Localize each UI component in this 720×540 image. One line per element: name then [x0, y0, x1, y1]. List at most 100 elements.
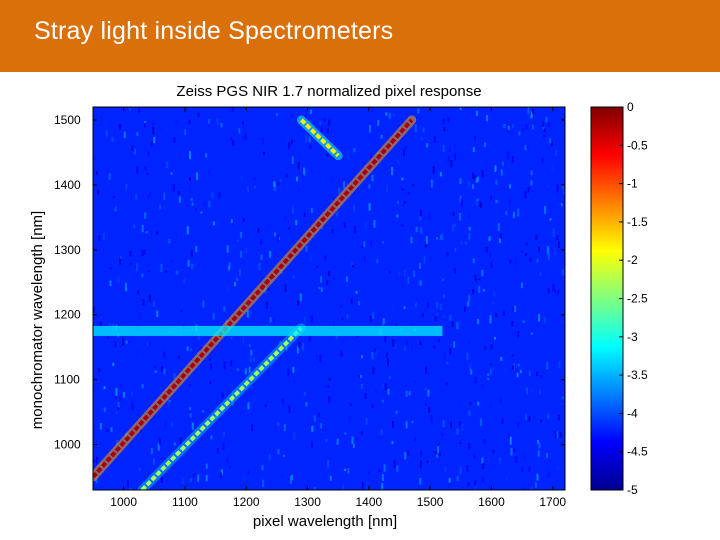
heatmap-cell: [175, 233, 178, 238]
heatmap-cell: [385, 153, 388, 160]
heatmap-cell: [147, 270, 150, 273]
heatmap-cell: [228, 265, 230, 271]
heatmap-cell: [509, 259, 512, 264]
heatmap-cell: [447, 156, 450, 163]
heatmap-cell: [446, 362, 449, 365]
heatmap-cell: [531, 386, 534, 393]
heatmap-cell: [414, 397, 417, 405]
heatmap-cell: [474, 274, 477, 282]
colorbar-tick-label: -0.5: [627, 138, 648, 152]
heatmap-cell: [93, 387, 96, 391]
heatmap-cell: [530, 111, 533, 118]
heatmap-cell: [260, 254, 263, 260]
heatmap-cell: [160, 476, 163, 483]
heatmap-cell: [111, 216, 113, 221]
heatmap-cell: [546, 185, 549, 188]
heatmap-cell: [561, 402, 564, 405]
heatmap-cell: [320, 287, 323, 292]
heatmap-cell: [442, 144, 445, 152]
heatmap-cell: [419, 280, 422, 286]
heatmap-cell: [148, 294, 151, 302]
heatmap-cell: [422, 127, 425, 133]
heatmap-cell: [538, 442, 541, 449]
heatmap-cell: [475, 198, 478, 206]
heatmap-cell: [250, 349, 253, 356]
heatmap-cell: [305, 401, 308, 407]
heatmap-cell: [156, 151, 159, 155]
heatmap-cell: [308, 334, 311, 342]
heatmap-cell: [141, 273, 144, 278]
heatmap-cell: [539, 272, 542, 276]
heatmap-cell: [273, 181, 276, 188]
heatmap-cell: [316, 265, 319, 269]
heatmap-cell: [420, 227, 423, 234]
heatmap-cell: [93, 157, 96, 160]
heatmap-cell: [396, 214, 399, 218]
heatmap-cell: [507, 432, 510, 439]
heatmap-cell: [125, 340, 128, 344]
y-tick-label: 1400: [54, 178, 81, 192]
heatmap-cell: [309, 120, 311, 123]
heatmap-cell: [335, 210, 338, 217]
heatmap-cell: [116, 439, 118, 445]
heatmap-cell: [293, 379, 296, 384]
heatmap-cell: [282, 401, 285, 407]
heatmap-cell: [356, 334, 359, 338]
heatmap-cell: [178, 196, 181, 203]
heatmap-cell: [510, 448, 513, 456]
heatmap-cell: [411, 323, 414, 326]
heatmap-cell: [184, 110, 187, 113]
heatmap-cell: [537, 440, 539, 444]
heatmap-cell: [456, 428, 459, 435]
heatmap-cell: [381, 399, 384, 403]
x-axis-label: pixel wavelength [nm]: [253, 513, 397, 530]
heatmap-cell: [428, 213, 431, 221]
heatmap-cell: [489, 404, 492, 409]
heatmap-cell: [466, 353, 469, 360]
x-tick-label: 1700: [539, 495, 566, 509]
heatmap-cell: [477, 176, 480, 182]
heatmap-cell: [117, 407, 120, 411]
heatmap-cell: [539, 389, 541, 395]
heatmap-cell: [234, 281, 236, 287]
heatmap-cell: [387, 358, 389, 366]
heatmap-cell: [450, 421, 452, 428]
heatmap-cell: [549, 218, 552, 221]
heatmap-cell: [265, 324, 268, 327]
heatmap-cell: [473, 454, 476, 459]
heatmap-cell: [247, 186, 249, 193]
heatmap-cell: [173, 442, 176, 446]
heatmap-cell: [326, 280, 329, 286]
heatmap-cell: [439, 172, 442, 177]
chart-title: Zeiss PGS NIR 1.7 normalized pixel respo…: [176, 83, 481, 100]
heatmap-cell: [221, 392, 224, 399]
heatmap-cell: [512, 211, 515, 219]
heatmap-cell: [305, 245, 308, 252]
heatmap-cell: [166, 161, 169, 169]
heatmap-cell: [525, 242, 528, 246]
heatmap-cell: [505, 210, 508, 216]
heatmap-cell: [561, 185, 564, 191]
heatmap-cell: [156, 231, 159, 235]
heatmap-cell: [139, 312, 142, 321]
heatmap-cell: [519, 369, 522, 374]
heatmap-cell: [270, 364, 273, 371]
heatmap-cell: [274, 186, 277, 192]
heatmap-cell: [442, 294, 445, 298]
heatmap-cell: [210, 435, 213, 440]
heatmap-cell: [165, 270, 168, 273]
heatmap-cell: [515, 456, 518, 463]
heatmap-cell: [316, 355, 319, 358]
heatmap-cell: [535, 234, 538, 240]
heatmap-cell: [99, 321, 102, 327]
heatmap-cell: [472, 289, 475, 295]
heatmap-cell: [122, 338, 124, 346]
heatmap-cell: [502, 310, 505, 316]
heatmap-cell: [261, 465, 264, 471]
heatmap-cell: [286, 136, 289, 141]
heatmap-cell: [355, 437, 358, 441]
heatmap-cell: [550, 141, 553, 146]
heatmap-cell: [470, 369, 473, 375]
heatmap-cell: [489, 315, 492, 324]
colorbar-tick-label: -4.5: [627, 445, 648, 459]
